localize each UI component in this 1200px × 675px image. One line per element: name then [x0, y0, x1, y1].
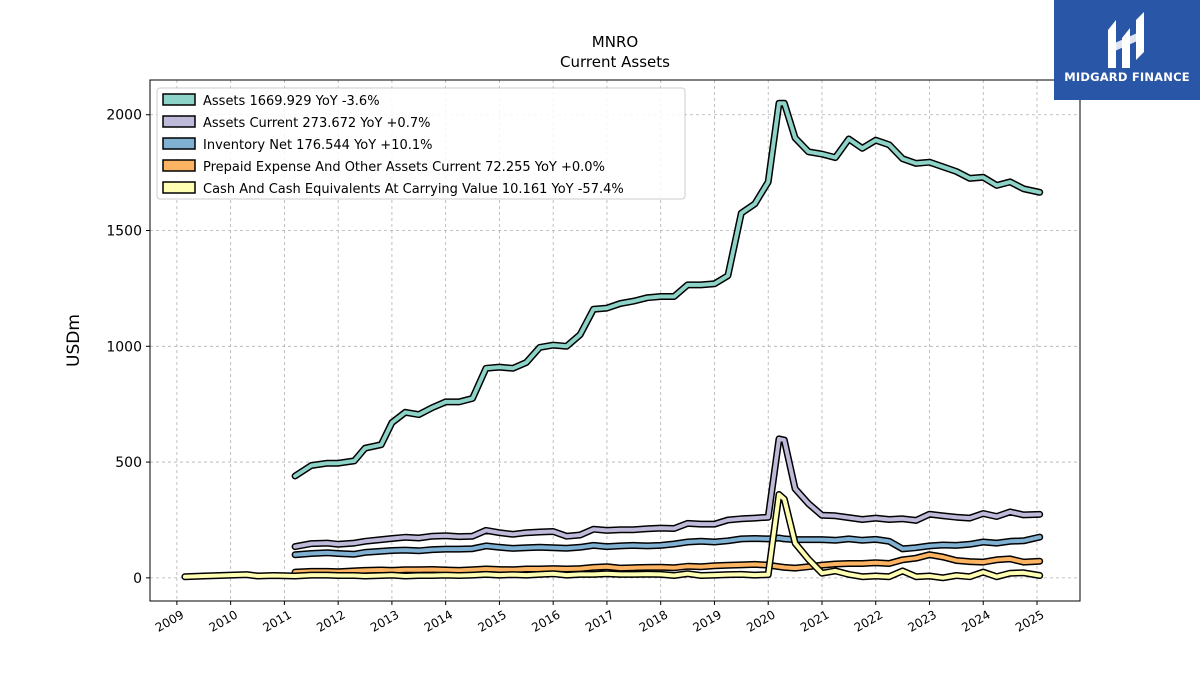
- x-tick-label: 2012: [314, 607, 347, 634]
- chart-title: MNRO: [592, 33, 638, 51]
- series-line: [293, 436, 1042, 549]
- y-tick-label: 0: [133, 571, 142, 587]
- x-tick-label: 2022: [852, 607, 885, 634]
- legend-item: Prepaid Expense And Other Assets Current…: [162, 159, 605, 175]
- legend-label: Cash And Cash Equivalents At Carrying Va…: [203, 182, 624, 197]
- series-1: [291, 435, 1044, 551]
- x-tick-label: 2018: [637, 607, 670, 634]
- legend-label: Assets 1669.929 YoY -3.6%: [203, 94, 380, 109]
- series-line-outline: [291, 435, 1044, 551]
- plot-frame: [149, 79, 1081, 602]
- brand-logo: MIDGARD FINANCE: [1054, 0, 1200, 100]
- series-layer: [181, 99, 1044, 582]
- x-tick-label: 2014: [422, 607, 455, 634]
- series-line: [293, 101, 1042, 478]
- x-tick-label: 2020: [744, 607, 777, 634]
- legend-frame: [156, 87, 686, 200]
- x-tick-label: 2021: [798, 607, 831, 634]
- legend-swatch: [162, 159, 196, 172]
- x-tick-label: 2015: [475, 607, 508, 634]
- brand-name: MIDGARD FINANCE: [1064, 70, 1190, 84]
- series-4: [181, 491, 1044, 582]
- legend-swatch: [162, 93, 196, 106]
- series-3: [291, 551, 1044, 576]
- y-axis-label: USDm: [64, 314, 84, 367]
- y-tick-label: 2000: [106, 108, 142, 124]
- midgard-logo-icon: [1108, 12, 1144, 68]
- x-tick-label: 2023: [906, 607, 939, 634]
- x-tick-label: 2013: [368, 607, 401, 634]
- legend-swatch: [162, 115, 196, 128]
- series-line: [293, 552, 1042, 575]
- series-line: [182, 492, 1042, 580]
- x-tick-label: 2010: [207, 607, 240, 634]
- legend-swatch: [162, 137, 196, 150]
- series-2: [291, 533, 1044, 559]
- x-tick-label: 2025: [1013, 607, 1046, 634]
- legend-swatch: [162, 181, 196, 194]
- x-tick-label: 2019: [690, 607, 723, 634]
- legend-label: Inventory Net 176.544 YoY +10.1%: [203, 138, 433, 153]
- legend-label: Assets Current 273.672 YoY +0.7%: [203, 116, 430, 131]
- series-0: [291, 99, 1044, 480]
- x-tick-label: 2016: [529, 607, 562, 634]
- x-tick-label: 2011: [260, 607, 293, 634]
- x-tick-label: 2024: [959, 607, 992, 634]
- legend-item: Cash And Cash Equivalents At Carrying Va…: [162, 181, 624, 197]
- legend-item: Inventory Net 176.544 YoY +10.1%: [162, 137, 433, 153]
- chart-subtitle: Current Assets: [560, 53, 670, 71]
- series-line: [293, 535, 1042, 557]
- x-tick-label: 2017: [583, 607, 616, 634]
- legend-item: Assets 1669.929 YoY -3.6%: [162, 93, 380, 109]
- y-tick-label: 1500: [106, 224, 142, 240]
- legend-label: Prepaid Expense And Other Assets Current…: [203, 160, 605, 175]
- x-tick-label: 2009: [153, 607, 186, 634]
- y-tick-label: 1000: [106, 339, 142, 355]
- y-tick-label: 500: [115, 455, 142, 471]
- legend-item: Assets Current 273.672 YoY +0.7%: [162, 115, 430, 131]
- legend: Assets 1669.929 YoY -3.6% Assets Current …: [156, 87, 686, 200]
